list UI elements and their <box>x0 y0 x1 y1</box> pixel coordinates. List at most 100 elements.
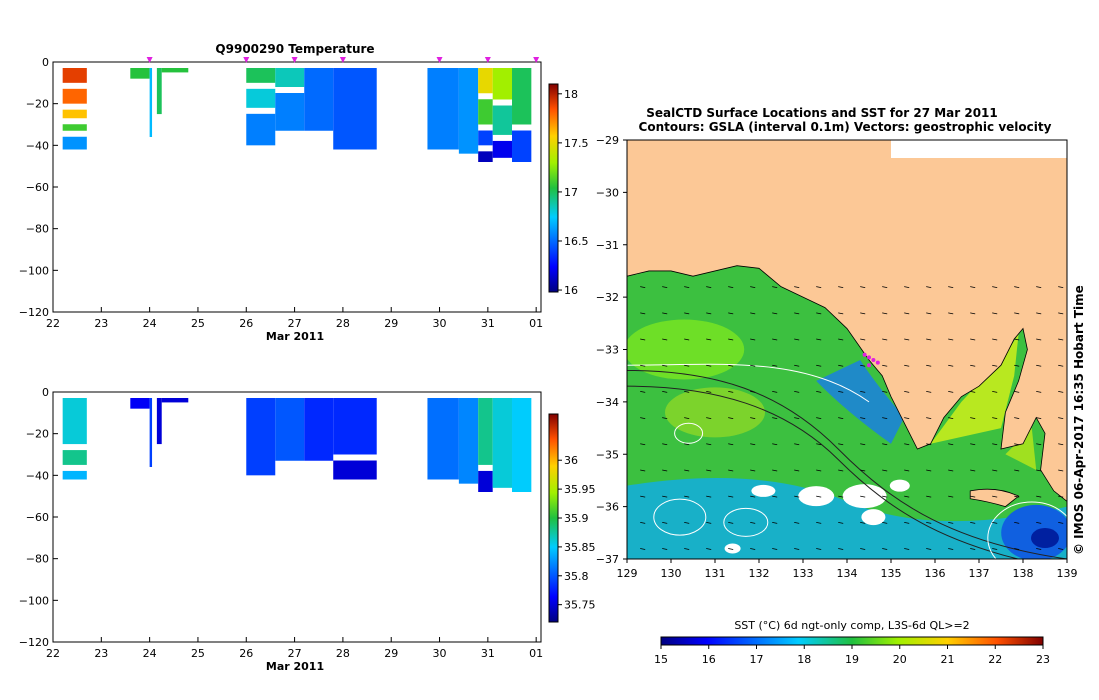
velocity-vector <box>838 443 844 446</box>
velocity-vector <box>970 338 976 341</box>
profile-cell <box>512 130 532 162</box>
seal-location <box>862 352 867 357</box>
temperature-panel: Q9900290 Temperature 0 −20 −40 −60 −80 −100 −12… <box>19 42 589 343</box>
velocity-vector <box>926 548 932 550</box>
velocity-vector <box>1014 391 1020 393</box>
velocity-vector <box>640 286 646 289</box>
x-tick-label: 31 <box>481 317 495 330</box>
y-tick-label: −120 <box>19 636 49 649</box>
velocity-vector <box>728 286 734 289</box>
bathymetry-line <box>627 385 1020 559</box>
velocity-vector <box>706 286 712 289</box>
velocity-vector <box>992 391 998 393</box>
velocity-vector <box>948 548 954 550</box>
velocity-vector <box>772 417 778 419</box>
velocity-vector <box>794 338 800 341</box>
profile-cell <box>333 68 377 150</box>
y-tick-label: −20 <box>26 428 49 441</box>
velocity-vector <box>728 469 734 472</box>
velocity-vector <box>772 286 778 289</box>
x-tick-label: 23 <box>94 647 108 660</box>
profile-cell <box>130 68 150 79</box>
st-vincent-gulf-water <box>1005 428 1037 470</box>
sst-map-panel: SealCTD Surface Locations and SST for 27… <box>596 106 1078 666</box>
velocity-vector <box>992 286 998 289</box>
x-tick-label: 27 <box>288 647 302 660</box>
velocity-vector <box>662 286 668 289</box>
velocity-vector <box>684 521 690 524</box>
velocity-vector <box>882 495 888 498</box>
velocity-vector <box>640 521 646 524</box>
map-subtitle: Contours: GSLA (interval 0.1m) Vectors: … <box>639 120 1052 134</box>
velocity-vector <box>882 312 888 315</box>
velocity-vector <box>1014 286 1020 289</box>
velocity-vector <box>1036 338 1042 341</box>
x-tick-label: 28 <box>336 647 350 660</box>
velocity-vector <box>882 338 888 341</box>
profile-cell <box>275 68 305 87</box>
gsla-contour <box>653 498 707 536</box>
imos-timestamp-label: © IMOS 06-Apr-2017 16:35 Hobart Time <box>1072 285 1086 555</box>
profile-marker <box>339 57 346 63</box>
velocity-vector <box>970 417 976 419</box>
velocity-vector <box>882 548 888 550</box>
gsla-contour <box>987 501 1067 559</box>
sst-colorbar-label: SST (°C) 6d ngt-only comp, L3S-6d QL>=2 <box>734 619 969 632</box>
velocity-vector <box>662 443 668 446</box>
velocity-vector <box>1036 286 1042 289</box>
cloud-gap <box>724 543 741 554</box>
velocity-vector <box>1036 417 1042 419</box>
profile-marker <box>484 57 491 63</box>
profile-marker <box>243 57 250 63</box>
velocity-vector <box>838 286 844 289</box>
velocity-vector <box>640 391 646 393</box>
cool-water-band <box>627 478 1067 559</box>
velocity-vector <box>992 469 998 472</box>
velocity-vector <box>706 338 712 341</box>
missing-data-area <box>891 140 1067 158</box>
map-x-tick-label: 138 <box>1013 567 1034 580</box>
velocity-vector <box>684 391 690 393</box>
velocity-vector <box>750 495 756 498</box>
profile-marker <box>291 57 298 63</box>
velocity-vector <box>772 312 778 315</box>
velocity-vector <box>816 338 822 341</box>
x-tick-label: 25 <box>191 647 205 660</box>
velocity-vector <box>992 495 998 498</box>
velocity-vector <box>948 338 954 341</box>
map-x-tick-label: 136 <box>925 567 946 580</box>
velocity-vector <box>926 364 932 367</box>
profile-cell <box>275 398 305 461</box>
velocity-vector <box>772 521 778 524</box>
velocity-vector <box>970 495 976 498</box>
x-tick-label: 31 <box>481 647 495 660</box>
velocity-vector <box>1058 469 1064 472</box>
velocity-vector <box>706 364 712 367</box>
profile-cell <box>62 88 87 104</box>
velocity-vector <box>1014 495 1020 498</box>
velocity-vector <box>904 521 910 524</box>
map-x-tick-label: 134 <box>837 567 858 580</box>
cloud-gap <box>751 484 776 497</box>
velocity-vector <box>816 443 822 446</box>
velocity-vector <box>728 495 734 498</box>
gsla-contour <box>674 422 704 444</box>
velocity-vector <box>706 417 712 419</box>
x-axis-label: Mar 2011 <box>266 660 324 673</box>
velocity-vector <box>838 495 844 498</box>
velocity-vector <box>684 443 690 446</box>
velocity-vector <box>1014 521 1020 524</box>
x-tick-label: 01 <box>529 647 543 660</box>
velocity-vector <box>728 443 734 446</box>
profile-marker <box>533 57 540 63</box>
velocity-vector <box>1014 312 1020 315</box>
velocity-vector <box>838 521 844 524</box>
velocity-vector <box>904 495 910 498</box>
profile-cell <box>427 398 459 480</box>
velocity-vector <box>640 364 646 367</box>
velocity-vector <box>860 548 866 550</box>
velocity-vector <box>684 312 690 315</box>
velocity-vector <box>992 312 998 315</box>
bathymetry-line <box>627 369 1067 559</box>
velocity-vector <box>750 391 756 393</box>
